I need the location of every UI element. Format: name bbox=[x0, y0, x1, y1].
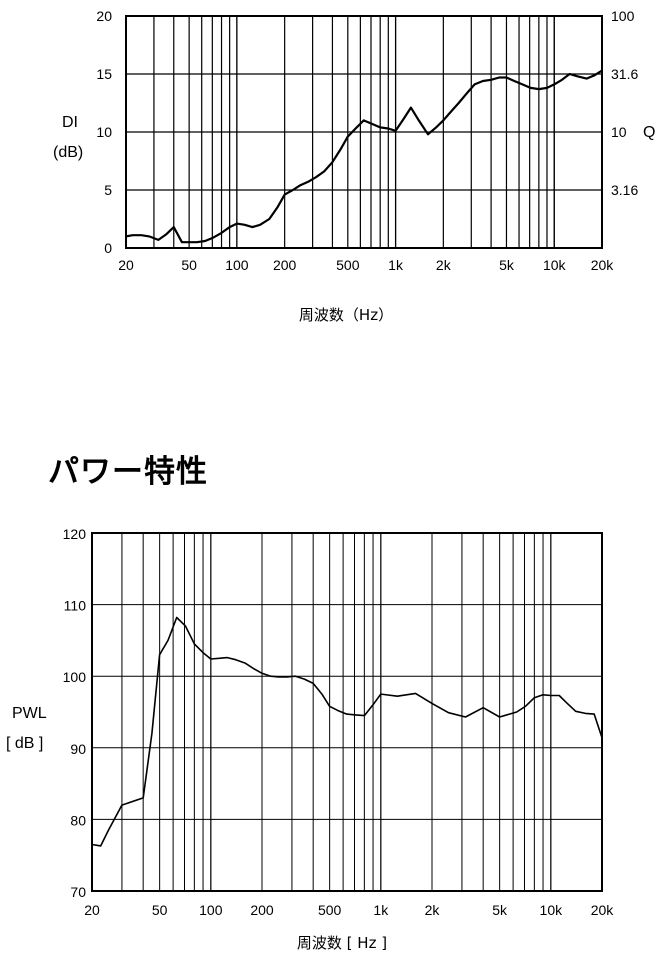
di-grid bbox=[126, 16, 602, 248]
y-tick-label: 110 bbox=[64, 598, 87, 614]
x-tick-label: 50 bbox=[181, 257, 197, 273]
x-tick-label: 5k bbox=[499, 257, 515, 273]
pwl-chart: 20 50 100 200 500 1k 2k 5k 10k 20k 70 80 90 100 110 12… bbox=[6, 526, 614, 952]
y2-tick-label: 10 bbox=[611, 124, 627, 140]
di-chart: 20 50 100 200 500 1k 2k 5k 10k 20k 0 5 10 15 20 3.16 1… bbox=[53, 8, 655, 324]
y2-tick-label: 31.6 bbox=[611, 66, 638, 82]
pwl-x-axis-label: 周波数 [ Hz ] bbox=[297, 934, 387, 952]
x-tick-label: 1k bbox=[388, 257, 404, 273]
y-tick-label: 80 bbox=[70, 812, 86, 828]
di-x-axis-label: 周波数（Hz） bbox=[299, 306, 393, 324]
di-y2-tick-labels: 3.16 10 31.6 100 bbox=[611, 8, 638, 198]
y-tick-label: 0 bbox=[104, 240, 112, 256]
y-tick-label: 5 bbox=[104, 182, 112, 198]
y-tick-label: 100 bbox=[63, 669, 87, 685]
pwl-series-line bbox=[91, 616, 603, 847]
y2-tick-label: 100 bbox=[611, 8, 635, 24]
pwl-y-axis-unit: [ dB ] bbox=[6, 735, 43, 752]
x-tick-label: 100 bbox=[225, 257, 249, 273]
di-y-axis-label: DI bbox=[62, 114, 78, 131]
x-tick-label: 1k bbox=[373, 902, 389, 918]
pwl-y-axis-label: PWL bbox=[12, 705, 47, 722]
di-y2-axis-label: Q bbox=[643, 124, 655, 141]
x-tick-label: 5k bbox=[492, 902, 508, 918]
pwl-x-tick-labels: 20 50 100 200 500 1k 2k 5k 10k 20k bbox=[84, 902, 614, 918]
x-tick-label: 500 bbox=[318, 902, 342, 918]
x-tick-label: 100 bbox=[199, 902, 223, 918]
x-tick-label: 20 bbox=[118, 257, 134, 273]
y-tick-label: 120 bbox=[63, 526, 87, 542]
x-tick-label: 20k bbox=[591, 902, 615, 918]
section-title: パワー特性 bbox=[48, 454, 208, 490]
y2-tick-label: 3.16 bbox=[611, 182, 638, 198]
x-tick-label: 20k bbox=[591, 257, 615, 273]
di-x-tick-labels: 20 50 100 200 500 1k 2k 5k 10k 20k bbox=[118, 257, 614, 273]
x-tick-label: 50 bbox=[152, 902, 168, 918]
x-tick-label: 10k bbox=[543, 257, 567, 273]
y-tick-label: 20 bbox=[96, 8, 112, 24]
di-y-tick-labels: 0 5 10 15 20 bbox=[96, 8, 112, 256]
pwl-grid bbox=[92, 533, 602, 891]
y-tick-label: 90 bbox=[70, 741, 86, 757]
di-series-line bbox=[125, 69, 603, 244]
y-tick-label: 70 bbox=[70, 884, 86, 900]
y-tick-label: 15 bbox=[96, 66, 112, 82]
pwl-plot-frame bbox=[91, 532, 603, 892]
di-plot-frame bbox=[125, 15, 603, 249]
x-tick-label: 500 bbox=[336, 257, 360, 273]
di-y-axis-unit: (dB) bbox=[53, 144, 83, 161]
x-tick-label: 200 bbox=[250, 902, 274, 918]
y-tick-label: 10 bbox=[96, 124, 112, 140]
pwl-y-tick-labels: 70 80 90 100 110 120 bbox=[63, 526, 87, 900]
x-tick-label: 200 bbox=[273, 257, 297, 273]
x-tick-label: 2k bbox=[436, 257, 452, 273]
x-tick-label: 10k bbox=[540, 902, 564, 918]
x-tick-label: 2k bbox=[425, 902, 441, 918]
x-tick-label: 20 bbox=[84, 902, 100, 918]
